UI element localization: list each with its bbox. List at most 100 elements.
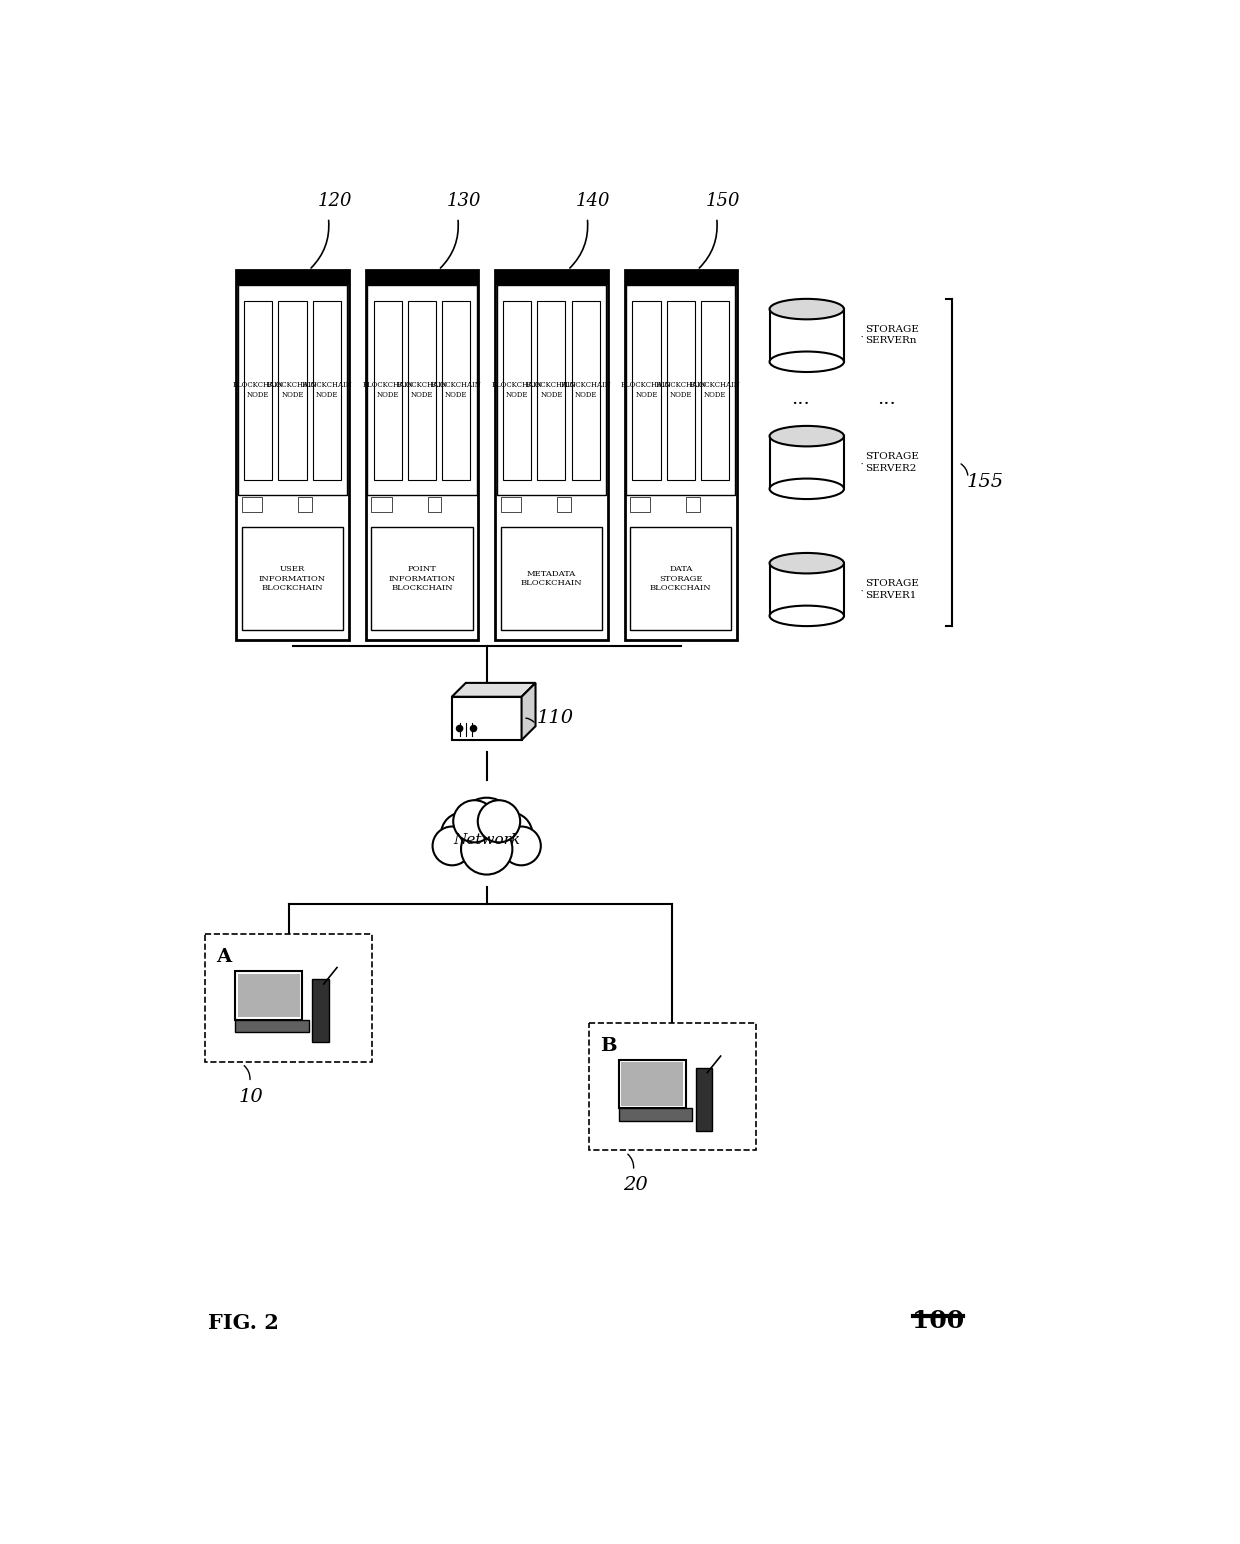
Bar bbox=[495, 270, 608, 284]
Polygon shape bbox=[522, 682, 536, 740]
Bar bbox=[367, 284, 476, 496]
Bar bbox=[366, 270, 479, 284]
Text: B: B bbox=[600, 1038, 616, 1055]
Text: BLOCKCHAIN
NODE: BLOCKCHAIN NODE bbox=[397, 381, 448, 398]
Bar bbox=[451, 696, 522, 740]
Text: 150: 150 bbox=[706, 191, 740, 210]
Circle shape bbox=[433, 826, 471, 865]
Ellipse shape bbox=[770, 605, 844, 627]
Text: STORAGE
SERVERn: STORAGE SERVERn bbox=[866, 326, 919, 346]
Bar bbox=[237, 270, 348, 284]
Text: BLOCKCHAIN
NODE: BLOCKCHAIN NODE bbox=[301, 381, 352, 398]
Text: BLOCKCHAIN
NODE: BLOCKCHAIN NODE bbox=[362, 381, 413, 398]
Text: BLOCKCHAIN
NODE: BLOCKCHAIN NODE bbox=[491, 381, 542, 398]
Bar bbox=[667, 301, 694, 480]
Circle shape bbox=[487, 812, 532, 857]
Bar bbox=[236, 971, 303, 1019]
Bar bbox=[621, 1062, 683, 1106]
Circle shape bbox=[461, 823, 512, 874]
Bar bbox=[236, 1019, 309, 1033]
Bar bbox=[373, 301, 402, 480]
Text: STORAGE
SERVER1: STORAGE SERVER1 bbox=[866, 579, 919, 599]
Bar bbox=[619, 1109, 692, 1121]
Text: BLOCKCHAIN
NODE: BLOCKCHAIN NODE bbox=[432, 381, 482, 398]
Bar bbox=[408, 301, 436, 480]
Text: 10: 10 bbox=[239, 1087, 264, 1106]
Text: 100: 100 bbox=[911, 1309, 963, 1332]
Bar bbox=[428, 497, 441, 513]
Text: BLOCKCHAIN
NODE: BLOCKCHAIN NODE bbox=[526, 381, 577, 398]
Text: Network: Network bbox=[453, 832, 521, 846]
Text: BLOCKCHAIN
NODE: BLOCKCHAIN NODE bbox=[267, 381, 317, 398]
Bar bbox=[572, 301, 600, 480]
Text: METADATA
BLOCKCHAIN: METADATA BLOCKCHAIN bbox=[521, 570, 583, 588]
Circle shape bbox=[458, 798, 516, 855]
Bar bbox=[242, 497, 262, 513]
Bar bbox=[630, 497, 651, 513]
Text: USER
INFORMATION
BLOCKCHAIN: USER INFORMATION BLOCKCHAIN bbox=[259, 565, 326, 593]
Circle shape bbox=[441, 812, 486, 857]
Bar bbox=[701, 301, 729, 480]
Bar bbox=[632, 301, 661, 480]
Bar bbox=[238, 974, 300, 1017]
Bar bbox=[687, 497, 699, 513]
Text: ...: ... bbox=[877, 391, 897, 408]
Text: 140: 140 bbox=[577, 191, 611, 210]
Bar bbox=[770, 309, 844, 361]
Bar bbox=[770, 435, 844, 489]
Text: BLOCKCHAIN
NODE: BLOCKCHAIN NODE bbox=[689, 381, 740, 398]
Text: A: A bbox=[216, 948, 232, 967]
Bar bbox=[244, 301, 273, 480]
Text: 110: 110 bbox=[537, 709, 574, 727]
Text: FIG. 2: FIG. 2 bbox=[207, 1312, 279, 1332]
Bar bbox=[625, 270, 737, 284]
Bar bbox=[537, 301, 565, 480]
Bar bbox=[503, 301, 531, 480]
Text: BLOCKCHAIN
NODE: BLOCKCHAIN NODE bbox=[560, 381, 611, 398]
Circle shape bbox=[470, 726, 476, 732]
Bar bbox=[206, 934, 372, 1062]
Circle shape bbox=[454, 800, 496, 843]
Text: BLOCKCHAIN
NODE: BLOCKCHAIN NODE bbox=[656, 381, 707, 398]
Bar bbox=[589, 1024, 755, 1150]
Bar bbox=[495, 270, 608, 639]
Ellipse shape bbox=[770, 300, 844, 320]
Bar bbox=[279, 301, 306, 480]
Bar bbox=[557, 497, 570, 513]
Bar bbox=[625, 270, 737, 639]
Text: STORAGE
SERVER2: STORAGE SERVER2 bbox=[866, 452, 919, 472]
Bar bbox=[501, 497, 521, 513]
Ellipse shape bbox=[770, 426, 844, 446]
Bar bbox=[619, 1061, 686, 1109]
Text: 155: 155 bbox=[966, 472, 1003, 491]
Bar bbox=[443, 301, 470, 480]
Bar bbox=[372, 497, 392, 513]
Circle shape bbox=[502, 826, 541, 865]
Text: POINT
INFORMATION
BLOCKCHAIN: POINT INFORMATION BLOCKCHAIN bbox=[388, 565, 455, 593]
Bar bbox=[312, 301, 341, 480]
Bar bbox=[626, 284, 735, 496]
Bar bbox=[366, 270, 479, 639]
Bar bbox=[696, 1067, 712, 1132]
Text: 20: 20 bbox=[622, 1177, 647, 1194]
Bar bbox=[237, 270, 348, 639]
Text: BLOCKCHAIN
NODE: BLOCKCHAIN NODE bbox=[233, 381, 284, 398]
Ellipse shape bbox=[770, 553, 844, 573]
Text: 120: 120 bbox=[317, 191, 352, 210]
Bar bbox=[242, 527, 343, 630]
Text: 130: 130 bbox=[446, 191, 481, 210]
Ellipse shape bbox=[770, 479, 844, 499]
Bar bbox=[312, 979, 329, 1042]
Circle shape bbox=[477, 800, 521, 843]
Bar bbox=[501, 527, 601, 630]
Bar bbox=[497, 284, 606, 496]
Text: BLOCKCHAIN
NODE: BLOCKCHAIN NODE bbox=[621, 381, 672, 398]
Text: ...: ... bbox=[791, 391, 810, 408]
Circle shape bbox=[456, 726, 463, 732]
Ellipse shape bbox=[770, 352, 844, 372]
Text: DATA
STORAGE
BLOCKCHAIN: DATA STORAGE BLOCKCHAIN bbox=[650, 565, 712, 593]
Bar bbox=[372, 527, 472, 630]
Bar bbox=[630, 527, 732, 630]
Bar bbox=[238, 284, 347, 496]
Bar bbox=[770, 564, 844, 616]
